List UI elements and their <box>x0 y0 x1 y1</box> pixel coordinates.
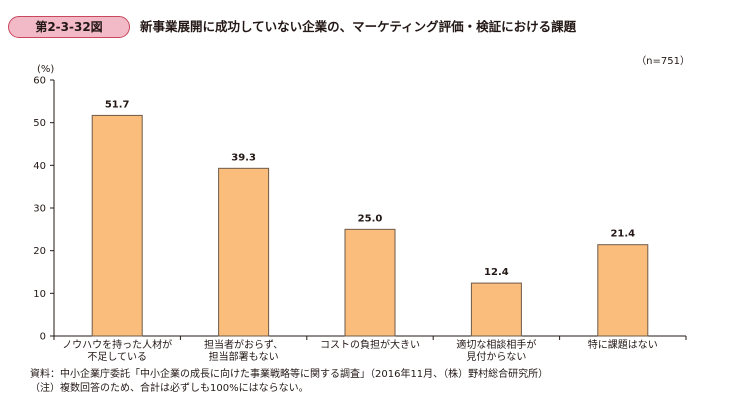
y-tick-label: 10 <box>33 289 46 300</box>
data-label: 39.3 <box>231 152 256 163</box>
y-tick-label: 20 <box>33 246 46 257</box>
data-label: 25.0 <box>358 213 383 224</box>
data-label: 51.7 <box>105 99 130 110</box>
data-label: 21.4 <box>610 229 635 240</box>
source-note: 資料：中小企業庁委託「中小企業の成長に向けた事業戦略等に関する調査」（2016年… <box>30 369 549 380</box>
bar <box>91 114 143 337</box>
category-label: 適切な相談相手が <box>456 338 536 351</box>
category-label: 見付からない <box>466 350 526 363</box>
y-tick-label: 60 <box>33 76 46 87</box>
footnote: （注）複数回答のため、合計は必ずしも100%にはならない。 <box>30 383 309 394</box>
category-label: コストの負担が大きい <box>320 338 420 351</box>
chart-title: 新事業展開に成功していない企業の、マーケティング評価・検証における課題 <box>140 19 577 34</box>
y-tick-label: 40 <box>33 161 46 172</box>
category-label: 特に課題はない <box>588 338 658 351</box>
bar <box>344 228 396 337</box>
category-label: ノウハウを持った人材が <box>62 338 172 351</box>
y-tick-label: 0 <box>40 332 46 343</box>
category-label: 不足している <box>87 351 147 363</box>
y-tick-label: 30 <box>33 204 46 215</box>
bar <box>597 244 649 337</box>
figure-header: 第2-3-32図 新事業展開に成功していない企業の、マーケティング評価・検証にお… <box>8 16 720 38</box>
y-tick-label: 50 <box>33 118 46 129</box>
bar <box>470 282 522 337</box>
figure-number-badge: 第2-3-32図 <box>8 16 130 38</box>
category-label: 担当者がおらず、 <box>204 338 283 351</box>
chart-footer: 資料：中小企業庁委託「中小企業の成長に向けた事業戦略等に関する調査」（2016年… <box>30 368 548 396</box>
y-unit-label: (%) <box>37 64 54 75</box>
sample-size-label: （n=751） <box>636 55 690 67</box>
category-label: 担当部署もない <box>209 350 279 363</box>
bar <box>218 167 270 337</box>
data-label: 12.4 <box>484 267 509 278</box>
